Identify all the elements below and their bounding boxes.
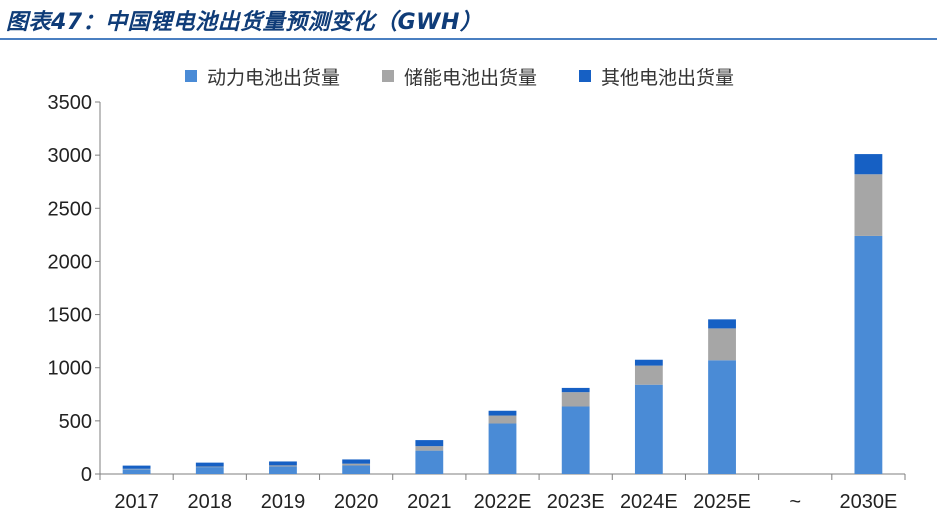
y-tick-label: 0 — [81, 464, 92, 486]
bar-segment-power — [708, 360, 736, 474]
bar-segment-storage — [708, 328, 736, 360]
bar-segment-power — [196, 467, 224, 474]
bar-segment-storage — [489, 416, 517, 424]
bar-segment-power — [489, 424, 517, 474]
x-tick-label: 2024E — [620, 491, 678, 513]
bar-segment-storage — [415, 446, 443, 450]
bar-segment-other — [562, 388, 590, 392]
bar-segment-power — [415, 451, 443, 474]
y-tick-label: 3000 — [48, 145, 93, 167]
x-tick-label: 2022E — [474, 491, 532, 513]
bar-segment-other — [415, 440, 443, 446]
y-tick-label: 1500 — [48, 305, 93, 327]
y-tick-label: 1000 — [48, 358, 93, 380]
x-tick-label: 2021 — [407, 491, 452, 513]
bar-segment-power — [123, 469, 151, 474]
bar-segment-other — [269, 461, 297, 465]
bar-segment-power — [342, 465, 370, 474]
bar-segment-storage — [855, 174, 883, 236]
x-tick-label: 2018 — [188, 491, 233, 513]
bar-segment-storage — [562, 392, 590, 406]
bar-segment-other — [635, 360, 663, 366]
bar-segment-other — [123, 466, 151, 469]
bar-segment-storage — [635, 366, 663, 385]
y-tick-label: 2500 — [48, 198, 93, 220]
bar-segment-storage — [123, 469, 151, 470]
bar-segment-power — [635, 385, 663, 474]
bar-segment-other — [342, 459, 370, 463]
bar-segment-power — [562, 407, 590, 474]
bar-segment-other — [489, 411, 517, 416]
x-tick-label: ~ — [789, 491, 801, 513]
x-tick-label: 2020 — [334, 491, 379, 513]
bar-segment-storage — [269, 465, 297, 466]
x-tick-label: 2030E — [839, 491, 897, 513]
x-tick-label: 2023E — [547, 491, 605, 513]
bar-segment-storage — [342, 464, 370, 466]
bar-segment-power — [855, 236, 883, 474]
bar-segment-other — [708, 319, 736, 328]
bar-segment-storage — [196, 467, 224, 468]
y-tick-label: 3500 — [48, 92, 93, 114]
bar-segment-power — [269, 466, 297, 474]
bar-segment-other — [196, 463, 224, 467]
bar-segment-other — [855, 154, 883, 174]
x-tick-label: 2019 — [261, 491, 306, 513]
y-tick-label: 500 — [59, 411, 92, 433]
x-tick-label: 2017 — [114, 491, 159, 513]
x-tick-label: 2025E — [693, 491, 751, 513]
y-tick-label: 2000 — [48, 251, 93, 273]
